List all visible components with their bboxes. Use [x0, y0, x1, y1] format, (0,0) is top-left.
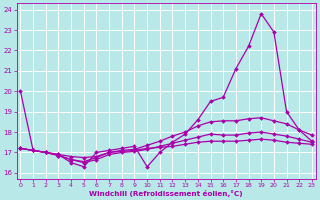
- X-axis label: Windchill (Refroidissement éolien,°C): Windchill (Refroidissement éolien,°C): [89, 190, 243, 197]
